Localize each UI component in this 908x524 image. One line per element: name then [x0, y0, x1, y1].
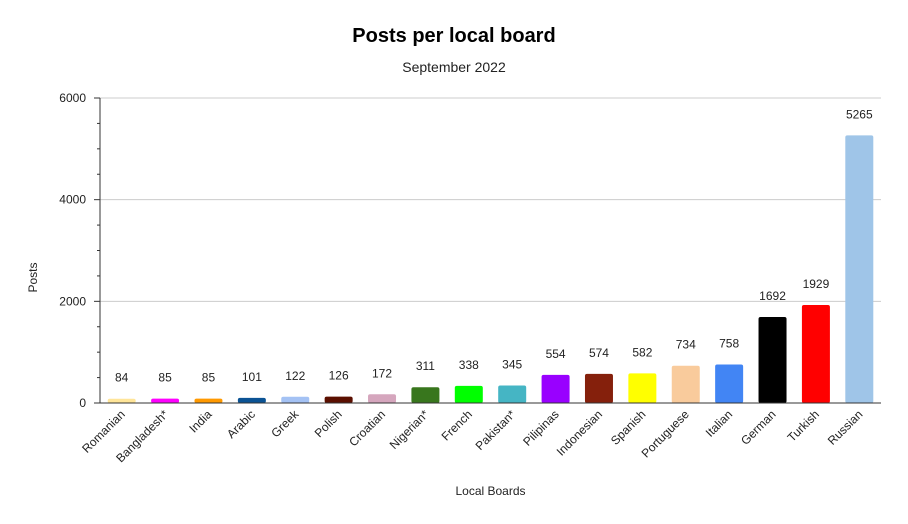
y-axis-label: Posts	[26, 262, 40, 292]
x-tick-label: Nigerian*	[387, 407, 432, 452]
data-label: 338	[459, 358, 479, 372]
x-tick-label: Pilipinas	[520, 407, 562, 449]
y-axis-ticks: 0 2000 4000 6000	[59, 91, 100, 410]
x-tick-label: Greek	[268, 407, 302, 441]
data-label: 101	[242, 370, 262, 384]
chart-title: Posts per local board	[352, 25, 556, 47]
bar	[411, 387, 440, 403]
data-label: 574	[589, 346, 609, 360]
bar	[541, 374, 570, 403]
bar	[151, 398, 180, 403]
x-tick-label: India	[186, 407, 215, 436]
bar	[324, 396, 353, 403]
x-tick-label: Polish	[312, 407, 345, 440]
data-label: 85	[158, 371, 172, 385]
bar	[498, 385, 527, 403]
data-label: 1692	[759, 289, 786, 303]
data-label: 84	[115, 371, 129, 385]
bar	[715, 364, 744, 403]
x-tick-label: French	[439, 407, 475, 443]
data-label: 172	[372, 366, 392, 380]
data-label: 758	[719, 336, 739, 350]
y-tick-label: 0	[79, 396, 86, 410]
x-tick-label: Portuguese	[639, 407, 693, 461]
bar	[368, 394, 397, 403]
data-label: 554	[546, 347, 566, 361]
x-tick-label: Russian	[825, 407, 866, 448]
x-tick-label: German	[738, 407, 779, 448]
x-tick-label: Pakistan*	[473, 407, 519, 453]
bars	[107, 135, 874, 404]
bar	[801, 304, 830, 403]
bar	[628, 373, 657, 403]
x-tick-label: Indonesian	[554, 407, 605, 458]
bar	[584, 373, 613, 403]
bar	[107, 398, 136, 403]
y-tick-label: 4000	[59, 193, 86, 207]
bar	[671, 365, 700, 403]
bar	[454, 385, 483, 403]
y-tick-label: 2000	[59, 294, 86, 308]
data-label: 1929	[803, 277, 830, 291]
x-tick-label: Croatian	[346, 407, 388, 449]
x-tick-label: Spanish	[608, 407, 649, 448]
data-label: 311	[416, 359, 435, 373]
data-label: 85	[202, 371, 216, 385]
bar	[194, 398, 223, 403]
data-labels: 84 85 85 101 122 126 172 311 338 345 554 574 582 734 7…	[115, 107, 873, 384]
bar	[845, 135, 874, 404]
data-label: 5265	[846, 107, 873, 121]
bar	[237, 397, 266, 403]
x-axis-label: Local Boards	[455, 484, 525, 498]
x-tick-label: Italian	[703, 407, 736, 440]
y-tick-label: 6000	[59, 91, 86, 105]
data-label: 345	[502, 357, 522, 371]
data-label: 582	[632, 345, 652, 359]
gridlines	[100, 97, 881, 302]
x-tick-label: Arabic	[224, 407, 258, 441]
x-tick-label: Turkish	[785, 407, 822, 444]
chart-subtitle: September 2022	[402, 59, 506, 75]
bar	[281, 396, 310, 403]
data-label: 734	[676, 338, 696, 352]
bar	[758, 316, 787, 403]
data-label: 122	[285, 369, 305, 383]
data-label: 126	[329, 369, 349, 383]
